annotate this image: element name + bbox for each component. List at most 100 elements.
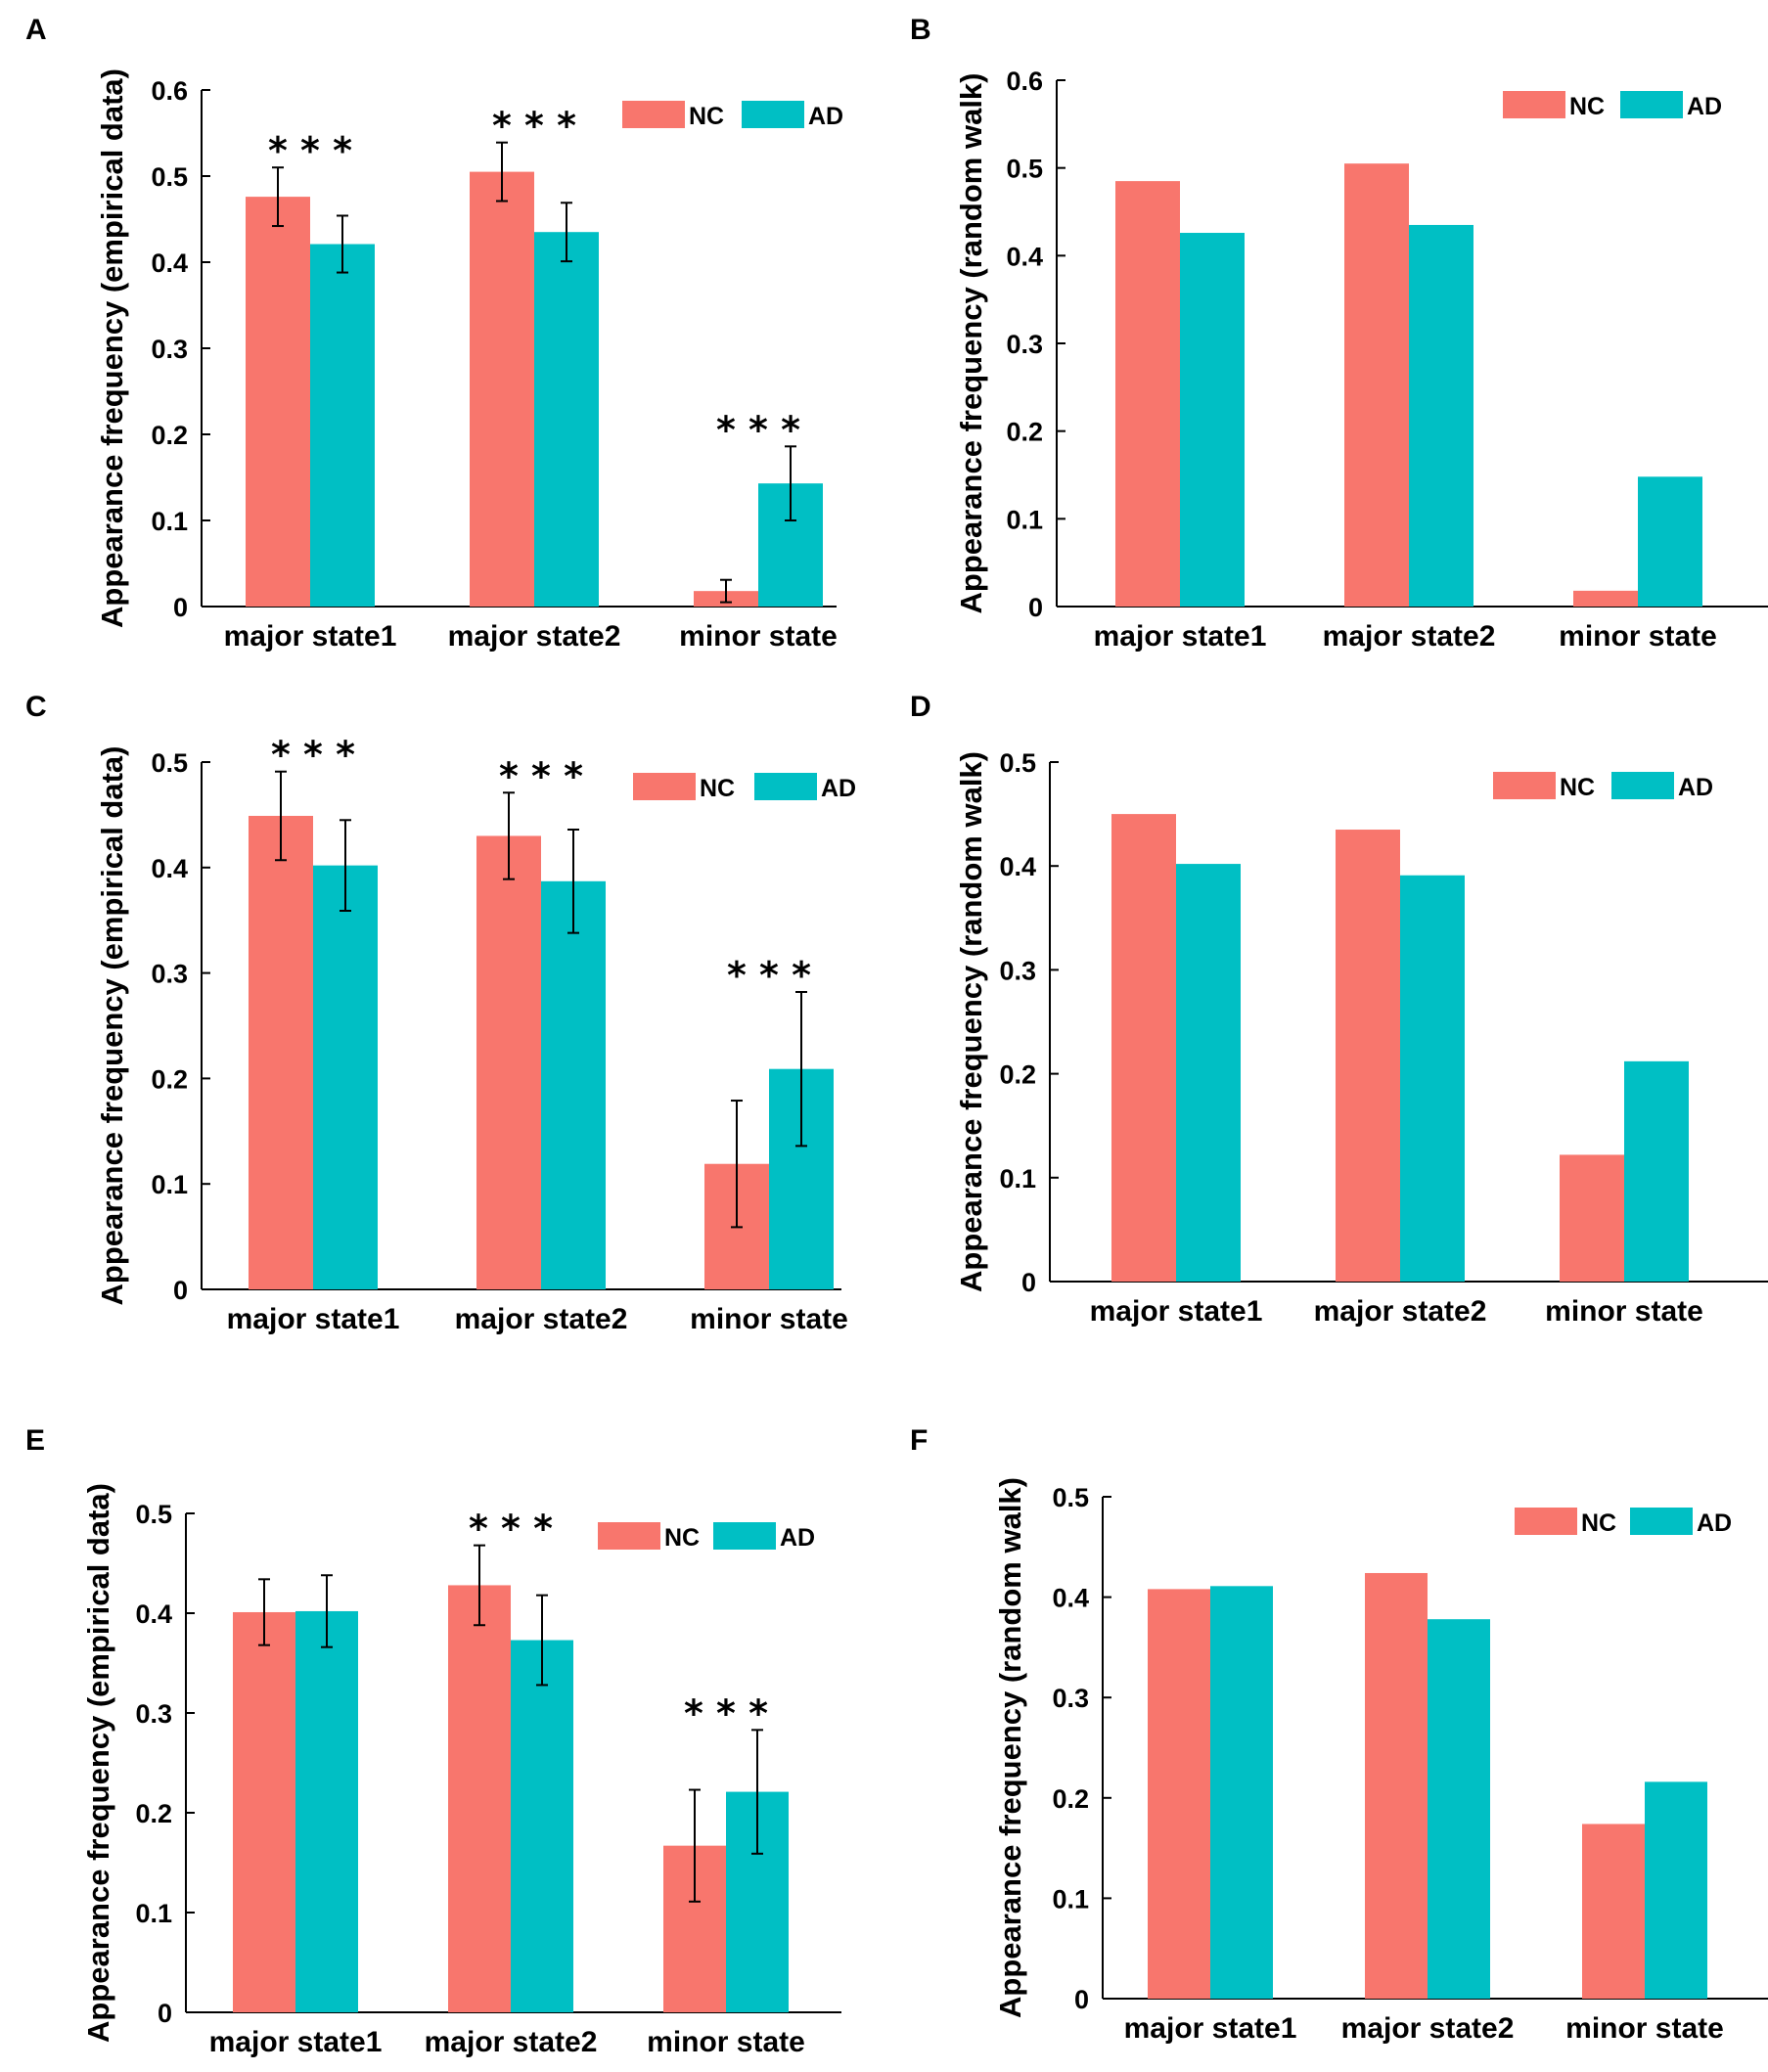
y-tick-label: 0.1 (1052, 1884, 1089, 1914)
legend-swatch-ad (754, 773, 817, 800)
bar-ad-1 (1180, 233, 1245, 607)
y-axis-label: Appearance frequency (random walk) (954, 73, 988, 614)
x-category-label: major state1 (227, 1303, 400, 1335)
bar-ad-2 (541, 880, 606, 1289)
error-bar-ad-1 (340, 819, 351, 912)
bar-nc-2 (476, 835, 541, 1289)
legend: NC AD (1503, 91, 1722, 120)
x-category-label: major state2 (455, 1303, 628, 1335)
legend-swatch-nc (1503, 91, 1565, 118)
y-tick-label: 0.4 (1052, 1584, 1089, 1613)
legend-swatch-nc (633, 773, 696, 800)
legend-swatch-nc (1515, 1508, 1577, 1535)
error-bar-ad-1 (321, 1574, 333, 1648)
legend-swatch-ad (1611, 772, 1674, 799)
y-tick-label: 0.4 (135, 1599, 172, 1629)
bar-ad-2 (1409, 224, 1473, 607)
y-tick-label: 0.5 (1006, 155, 1043, 184)
y-axis-label: Appearance frequency (random walk) (993, 1477, 1027, 2018)
y-tick-label: 0.3 (1006, 330, 1043, 359)
legend: NC AD (598, 1522, 815, 1552)
legend-label-ad: AD (780, 1524, 815, 1552)
legend-label-nc: NC (664, 1524, 700, 1552)
x-category-label: minor state (1559, 620, 1717, 653)
error-bar-nc-3 (731, 1100, 743, 1229)
bar-nc-2 (1336, 830, 1400, 1282)
legend-label-nc: NC (1569, 93, 1605, 120)
error-bar-nc-3 (720, 578, 732, 604)
bar-nc-1 (246, 197, 310, 607)
error-bar-nc-1 (272, 166, 284, 228)
bar-ad-1 (310, 244, 375, 607)
y-tick-label: 0 (1074, 1985, 1089, 2014)
bar-ad-1 (1210, 1586, 1273, 1999)
x-category-label: major state1 (224, 620, 397, 653)
significance-marker: * * * (469, 1508, 553, 1551)
x-category-label: minor state (679, 620, 838, 653)
bar-nc-1 (233, 1611, 295, 2012)
bar-nc-2 (470, 171, 534, 607)
error-bar-ad-3 (785, 445, 796, 521)
bar-ad-3 (1638, 476, 1702, 607)
error-bar-ad-2 (567, 828, 579, 934)
legend-label-nc: NC (700, 775, 735, 802)
error-bar-nc-2 (496, 141, 508, 203)
legend: NC AD (1493, 772, 1713, 801)
significance-marker: * * * (716, 408, 800, 451)
legend: NC AD (633, 773, 856, 802)
panel-letter: F (910, 1424, 928, 1457)
legend-label-ad: AD (808, 103, 843, 130)
legend-label-ad: AD (1687, 93, 1722, 120)
bar-ad-2 (534, 232, 599, 607)
bar-nc-3 (1582, 1824, 1645, 1999)
x-category-label: major state1 (1094, 620, 1267, 653)
bar-ad-3 (1624, 1060, 1689, 1282)
legend-label-ad: AD (821, 775, 856, 802)
legend-swatch-nc (622, 101, 685, 128)
y-tick-label: 0.5 (999, 748, 1036, 778)
x-category-label: major state1 (1124, 2012, 1297, 2045)
bar-nc-1 (1111, 814, 1176, 1282)
bar-nc-2 (1344, 163, 1409, 607)
error-bar-nc-2 (503, 791, 515, 880)
legend-swatch-nc (1493, 772, 1556, 799)
y-tick-label: 0.3 (999, 956, 1036, 985)
bar-ad-3 (1645, 1781, 1707, 1999)
panel-A: A 0 0.1 0.2 0.3 0.4 0.5 0.6 Appearance frequency… (25, 14, 843, 653)
y-tick-label: 0.3 (151, 335, 188, 364)
legend-label-nc: NC (1560, 774, 1595, 801)
panel-F: F 0 0.1 0.2 0.3 0.4 0.5 Appearance frequency (r… (910, 1424, 1768, 2045)
y-tick-label: 0.4 (999, 852, 1036, 881)
x-category-label: major state2 (1314, 1295, 1487, 1328)
y-tick-label: 0.5 (135, 1500, 172, 1529)
bar-nc-1 (1115, 181, 1180, 607)
error-bar-nc-1 (258, 1578, 270, 1646)
panel-letter: D (910, 691, 931, 723)
y-tick-label: 0.2 (999, 1060, 1036, 1090)
error-bar-ad-1 (337, 214, 348, 274)
bar-nc-1 (249, 815, 313, 1289)
error-bar-nc-2 (474, 1544, 485, 1627)
bar-ad-1 (1176, 864, 1241, 1282)
y-axis-label: Appearance frequency (empirical data) (81, 1483, 115, 2043)
panel-letter: A (25, 14, 47, 46)
legend: NC AD (1515, 1508, 1732, 1537)
y-axis-label: Appearance frequency (random walk) (954, 751, 988, 1292)
bar-nc-2 (1365, 1572, 1428, 1999)
bar-ad-1 (295, 1610, 358, 2012)
bar-nc-3 (1573, 590, 1638, 607)
legend-swatch-ad (1620, 91, 1683, 118)
y-tick-label: 0 (158, 1999, 172, 2028)
y-tick-label: 0.5 (151, 748, 188, 778)
bar-nc-1 (1148, 1589, 1210, 1999)
y-tick-label: 0.3 (1052, 1684, 1089, 1713)
y-tick-label: 0.1 (135, 1899, 172, 1928)
legend: NC AD (622, 101, 843, 130)
y-tick-label: 0.4 (151, 248, 188, 278)
bar-nc-3 (1560, 1154, 1624, 1282)
y-axis-label: Appearance frequency (empirical data) (95, 68, 129, 628)
x-category-label: minor state (647, 2026, 805, 2058)
x-category-label: major state2 (448, 620, 621, 653)
y-tick-label: 0.1 (151, 1170, 188, 1199)
significance-marker: * * * (492, 105, 576, 148)
